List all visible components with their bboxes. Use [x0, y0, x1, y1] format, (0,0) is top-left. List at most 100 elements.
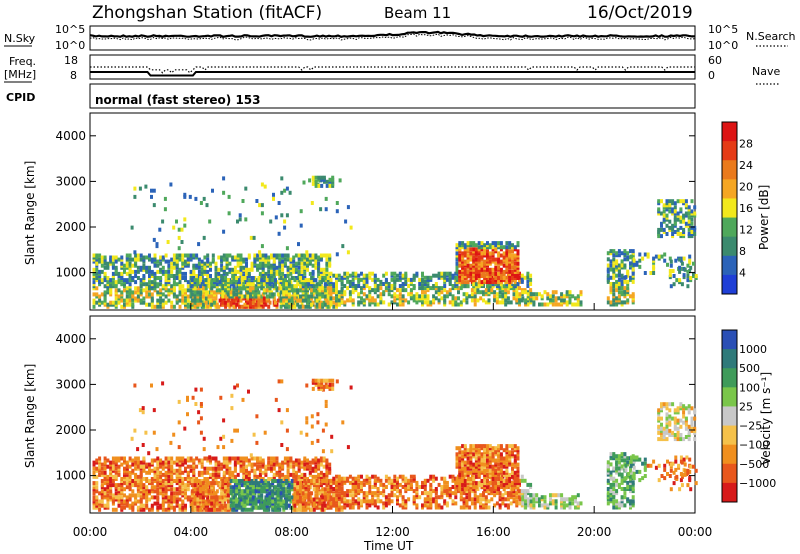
range-cell	[451, 275, 455, 280]
range-cell	[346, 298, 350, 303]
range-cell	[297, 261, 301, 266]
range-cell	[199, 284, 203, 289]
range-cell	[303, 479, 307, 483]
range-cell	[214, 261, 218, 266]
range-cell	[351, 302, 355, 307]
range-cell	[340, 493, 344, 498]
range-cell	[322, 481, 326, 486]
range-cell	[318, 497, 322, 502]
range-cell	[109, 489, 113, 494]
range-cell	[540, 294, 544, 299]
range-cell	[276, 487, 280, 492]
range-cell	[312, 507, 316, 512]
range-cell	[150, 460, 154, 465]
range-cell	[335, 275, 338, 280]
range-cell	[148, 284, 151, 289]
range-cell	[323, 276, 327, 280]
range-cell	[285, 479, 289, 483]
range-cell	[311, 466, 315, 471]
range-cell	[254, 302, 258, 307]
range-cell	[242, 466, 246, 471]
range-cell	[357, 277, 361, 282]
range-cell	[314, 296, 318, 301]
range-cell	[443, 288, 447, 293]
range-cell	[346, 205, 350, 210]
range-cell	[565, 294, 569, 299]
range-cell	[285, 294, 289, 299]
range-cell	[494, 278, 498, 283]
range-cell	[486, 261, 489, 266]
range-cell	[300, 265, 304, 270]
range-cell	[106, 280, 110, 285]
range-cell	[678, 269, 682, 274]
range-cell	[246, 298, 250, 303]
range-cell	[448, 275, 452, 280]
range-cell	[285, 304, 289, 309]
range-cell	[148, 292, 151, 297]
range-cell	[346, 503, 350, 508]
range-cell	[225, 456, 229, 461]
range-cell	[357, 294, 361, 299]
range-cell	[215, 282, 219, 287]
range-cell	[340, 277, 344, 282]
range-cell	[693, 225, 697, 230]
range-cell	[641, 256, 645, 261]
range-cell	[228, 304, 232, 309]
range-cell	[214, 271, 218, 276]
range-cell	[156, 472, 160, 477]
range-cell	[111, 261, 115, 266]
range-cell	[516, 261, 520, 266]
range-cell	[289, 271, 293, 276]
range-cell	[390, 286, 394, 291]
range-cell	[368, 298, 372, 303]
range-cell	[307, 282, 311, 287]
range-cell	[472, 257, 476, 262]
range-cell	[153, 501, 157, 506]
range-cell	[421, 284, 424, 288]
range-cell	[166, 240, 170, 244]
range-cell	[274, 278, 277, 283]
range-cell	[98, 464, 102, 469]
range-cell	[202, 196, 206, 201]
range-cell	[186, 304, 190, 309]
range-cell	[128, 261, 132, 266]
range-cell	[130, 225, 134, 230]
range-cell	[100, 485, 104, 490]
y-tick-label: 1000	[55, 266, 86, 280]
range-cell	[181, 481, 185, 486]
range-cell	[145, 286, 149, 291]
range-cell	[401, 302, 405, 307]
range-cell	[504, 290, 508, 295]
range-cell	[396, 277, 399, 282]
range-cell	[466, 241, 470, 246]
range-cell	[192, 460, 196, 465]
range-cell	[488, 282, 492, 287]
range-cell	[529, 288, 533, 293]
range-cell	[184, 493, 187, 498]
range-cell	[131, 462, 135, 467]
range-cell	[301, 503, 305, 508]
range-cell	[164, 286, 168, 291]
range-cell	[257, 282, 261, 287]
range-cell	[139, 470, 143, 475]
range-cell	[631, 267, 635, 272]
range-cell	[357, 292, 361, 297]
range-cell	[139, 298, 143, 303]
range-cell	[120, 456, 124, 461]
range-cell	[301, 290, 305, 295]
range-cell	[310, 294, 314, 299]
range-cell	[251, 276, 255, 280]
range-cell	[250, 280, 254, 285]
range-cell	[306, 464, 309, 469]
range-cell	[311, 177, 315, 182]
range-cell	[172, 282, 176, 287]
range-cell	[125, 472, 129, 477]
range-cell	[281, 253, 285, 258]
range-cell	[311, 474, 315, 479]
range-cell	[290, 298, 294, 303]
range-cell	[682, 230, 686, 234]
range-cell	[106, 501, 110, 506]
range-cell	[311, 181, 315, 186]
range-cell	[123, 499, 126, 504]
range-cell	[109, 460, 113, 465]
